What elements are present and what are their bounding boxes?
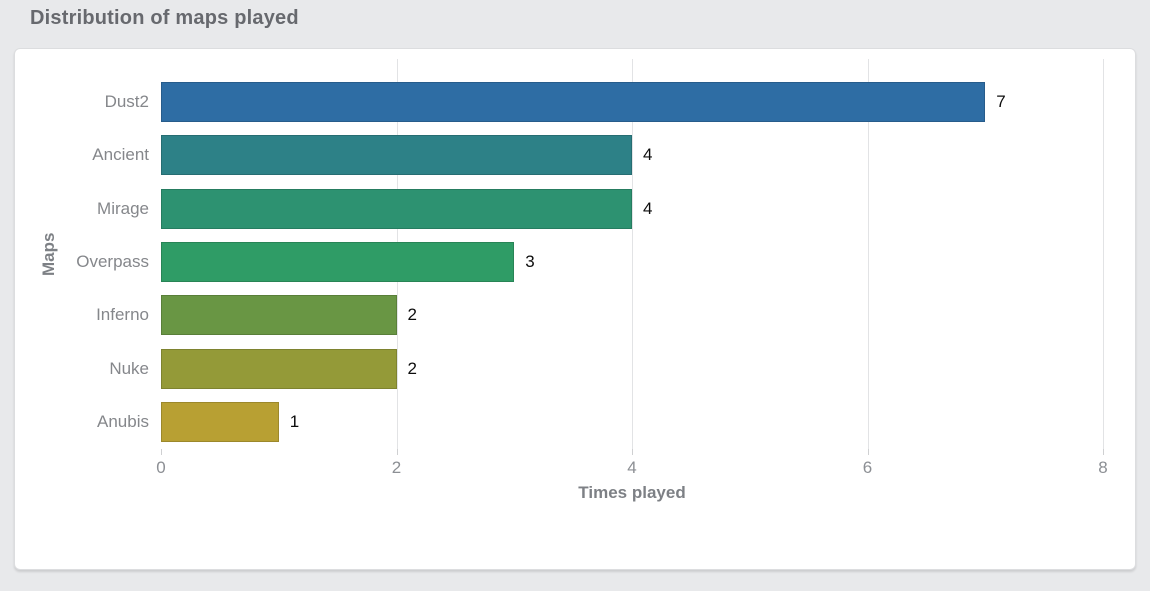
x-tick-label-4: 4 [627,458,637,477]
x-tick-label-8: 8 [1098,458,1108,477]
x-tick-mark-8 [1103,449,1104,455]
category-label-nuke: Nuke [109,358,149,378]
bar-row-nuke: Nuke 2 [109,342,1103,395]
value-label-nuke: 2 [407,358,417,378]
page-title: Distribution of maps played [30,7,299,29]
bar-chart-plot-area: 0 2 4 6 8 Dust2 7 Ancient 4 Mirage 4 Overpass 3 Infe… [76,59,1108,477]
x-tick-mark-6 [867,449,869,455]
bar-row-ancient: Ancient 4 [92,128,1103,181]
chart-card: Maps 0 2 4 6 8 Dust2 7 Ancient 4 Mirage 4 Overpass… [14,48,1136,570]
x-tick-mark-2 [396,449,398,455]
x-tick-mark-0 [161,449,162,455]
value-label-overpass: 3 [525,251,535,271]
x-tick-label-0: 0 [156,458,166,477]
bar-ancient [161,135,632,176]
category-label-inferno: Inferno [96,305,149,325]
x-tick-mark-4 [632,449,633,455]
category-label-mirage: Mirage [97,198,149,218]
x-tick-label-6: 6 [862,458,873,477]
x-tick-label-2: 2 [391,458,402,477]
bar-row-anubis: Anubis 1 [97,396,1103,449]
category-label-anubis: Anubis [97,412,149,432]
bar-dust2 [161,81,986,122]
value-label-anubis: 1 [289,412,300,432]
category-label-overpass: Overpass [76,251,149,271]
value-label-mirage: 4 [643,198,653,218]
bar-inferno [161,295,397,336]
bar-nuke [161,348,397,389]
value-label-inferno: 2 [407,305,417,325]
bar-anubis [161,402,279,443]
x-axis-title: Times played [578,483,686,502]
bar-overpass [161,241,515,282]
bar-mirage [161,188,632,229]
value-label-ancient: 4 [643,145,653,165]
bar-row-inferno: Inferno 2 [96,289,1103,342]
gridline-6 [867,59,869,449]
value-label-dust2: 7 [996,91,1006,111]
bar-row-mirage: Mirage 4 [97,182,1103,235]
y-axis-title: Maps [39,232,58,276]
bar-row-dust2: Dust2 7 [105,75,1103,128]
bar-row-overpass: Overpass 3 [76,235,1103,288]
category-label-ancient: Ancient [92,145,149,165]
gridline-4 [632,59,633,449]
category-label-dust2: Dust2 [104,91,149,111]
gridline-8 [1103,59,1104,449]
bar-rows: Dust2 7 Ancient 4 Mirage 4 Overpass 3 Inferno 2 Nu… [76,75,1103,449]
